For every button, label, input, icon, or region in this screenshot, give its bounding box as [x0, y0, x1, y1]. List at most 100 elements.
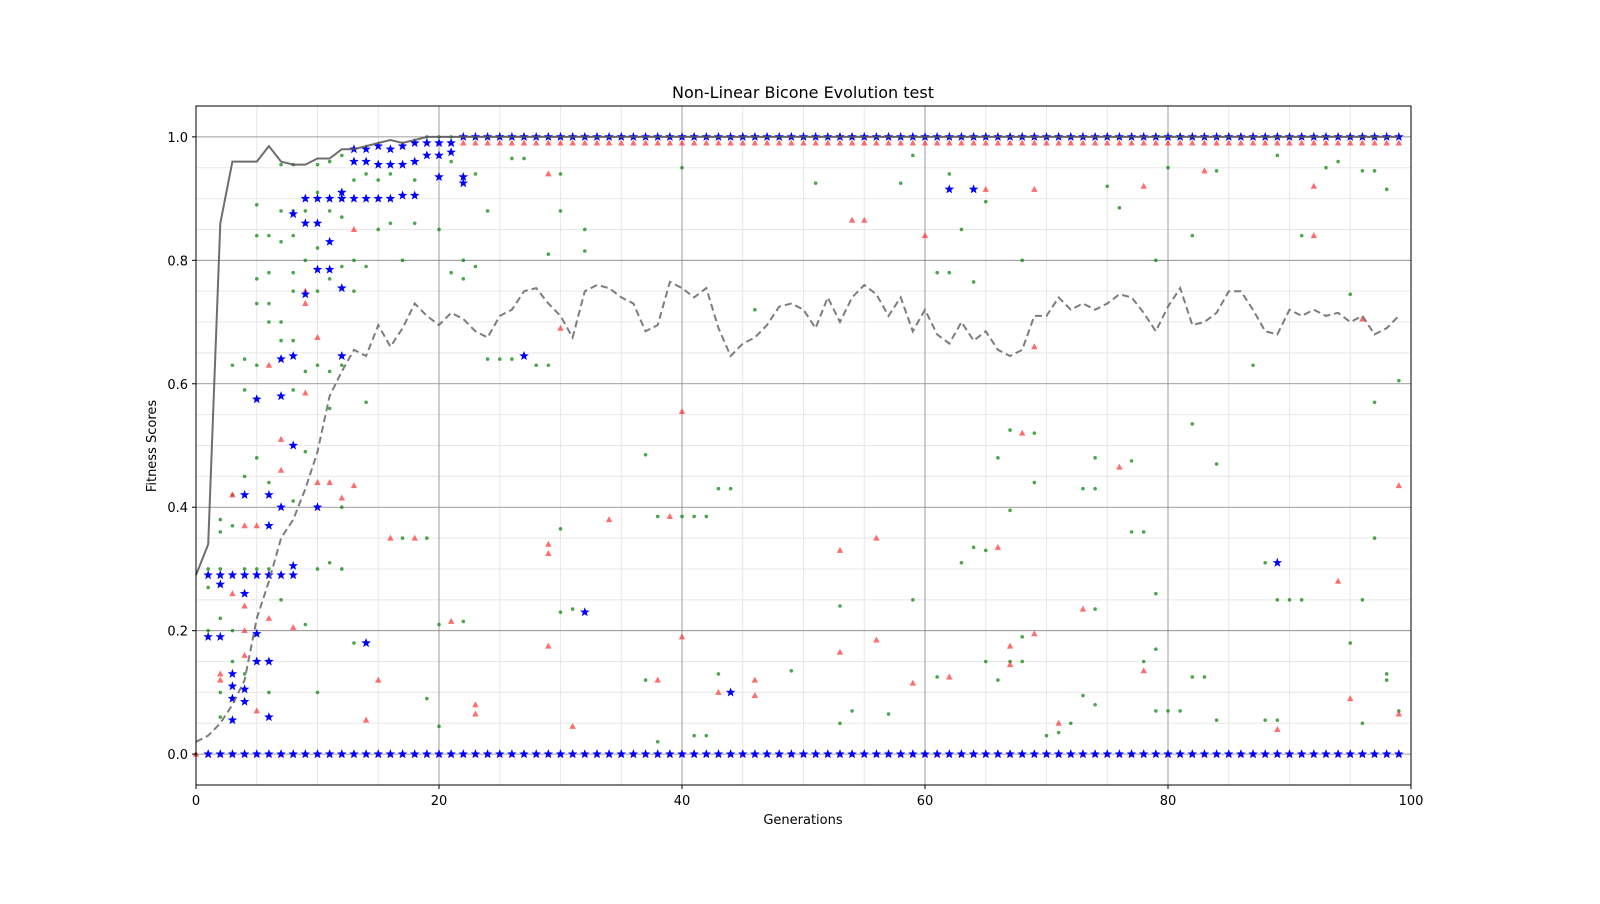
blue-star-point — [361, 156, 371, 166]
green-dot-point — [716, 486, 721, 491]
blue-star-point — [300, 749, 311, 759]
red-triangle-point — [678, 633, 686, 640]
blue-star-point — [1248, 749, 1258, 759]
green-dot-point — [364, 264, 368, 269]
blue-star-point — [713, 749, 724, 759]
red-triangle-point — [788, 139, 795, 146]
green-dot-point — [485, 209, 490, 213]
blue-star-point — [264, 656, 274, 666]
chart-title: Non-Linear Bicone Evolution test — [672, 83, 934, 102]
red-triangle-point — [982, 139, 989, 146]
y-tick-label: 0.2 — [167, 625, 188, 640]
green-dot-point — [254, 277, 259, 281]
red-triangle-point — [496, 139, 503, 146]
blue-star-point — [1333, 749, 1343, 759]
y-tick-label: 0.8 — [167, 254, 188, 269]
green-dot-point — [242, 357, 247, 361]
green-dot-point — [546, 252, 551, 256]
red-triangle-point — [1067, 139, 1074, 146]
green-dot-point — [1251, 363, 1255, 368]
blue-star-point — [215, 570, 226, 580]
red-triangle-point — [545, 139, 552, 146]
green-dot-point — [497, 357, 502, 361]
blue-star-point — [604, 749, 614, 759]
green-dot-point — [886, 712, 891, 716]
green-dot-point — [1008, 428, 1012, 432]
x-tick-label: 60 — [917, 794, 934, 809]
green-dot-point — [1166, 165, 1170, 170]
red-triangle-point — [1031, 343, 1038, 350]
blue-star-point — [956, 749, 967, 759]
green-dot-point — [546, 363, 551, 368]
blue-star-point — [616, 749, 626, 759]
red-triangle-point — [1371, 139, 1378, 146]
green-dot-point — [473, 264, 478, 269]
green-dot-point — [1154, 647, 1158, 651]
blue-star-point — [300, 218, 311, 228]
red-triangle-point — [1031, 139, 1038, 146]
green-dot-point — [1275, 153, 1280, 158]
blue-star-point — [1005, 749, 1015, 759]
green-dot-point — [510, 156, 514, 161]
green-dot-point — [473, 172, 478, 176]
blue-star-point — [252, 570, 262, 580]
blue-star-point — [288, 351, 298, 360]
green-dot-point — [340, 363, 344, 368]
red-triangle-point — [958, 139, 965, 146]
green-dot-point — [1372, 400, 1377, 405]
green-dot-point — [425, 536, 429, 540]
blue-star-point — [312, 502, 323, 512]
red-triangle-point — [460, 139, 467, 146]
blue-star-point — [507, 749, 517, 759]
blue-star-point — [531, 749, 541, 759]
red-triangle-point — [1176, 139, 1184, 146]
axes-frame — [195, 105, 1412, 786]
blue-star-point — [993, 749, 1003, 759]
blue-star-point — [446, 749, 456, 759]
green-dot-point — [996, 678, 1000, 682]
green-dot-point — [680, 514, 684, 519]
red-triangle-point — [1334, 577, 1342, 584]
blue-star-point — [1284, 749, 1295, 759]
red-triangle-point — [715, 688, 722, 695]
green-dot-point — [1299, 598, 1304, 602]
red-triangle-point — [642, 139, 649, 146]
red-triangle-point — [1116, 463, 1123, 470]
red-triangle-point — [545, 540, 552, 547]
green-dot-point — [400, 536, 405, 540]
green-dot-point — [1299, 233, 1304, 238]
green-dot-point — [911, 153, 915, 158]
red-triangle-point — [581, 139, 588, 146]
green-dot-point — [485, 357, 490, 361]
mean-fitness-line — [195, 280, 1400, 743]
green-dot-point — [692, 733, 696, 738]
red-triangle-point — [1334, 139, 1342, 146]
blue-star-point — [640, 749, 651, 759]
blue-star-point — [580, 607, 590, 617]
blue-star-point — [920, 749, 930, 759]
red-triangle-point — [314, 479, 321, 486]
green-dot-point — [242, 567, 247, 571]
blue-star-point — [895, 749, 906, 759]
green-dot-point — [242, 388, 247, 392]
green-dot-point — [315, 363, 320, 368]
green-dot-point — [327, 369, 332, 374]
red-triangle-point — [1116, 139, 1123, 146]
blue-star-point — [543, 749, 554, 759]
blue-star-point — [689, 749, 699, 759]
blue-star-point — [1394, 131, 1404, 141]
green-dot-point — [1384, 678, 1389, 682]
red-triangle-point — [1359, 139, 1366, 146]
blue-star-point — [252, 656, 262, 666]
green-dot-point — [340, 215, 344, 219]
blue-star-point — [434, 172, 444, 181]
red-triangle-point — [277, 466, 285, 473]
blue-star-point — [1345, 749, 1355, 759]
blue-star-point — [1126, 749, 1137, 759]
green-dot-point — [327, 159, 332, 164]
blue-star-point — [786, 749, 797, 759]
blue-star-point — [470, 749, 481, 759]
green-dot-point — [1372, 536, 1377, 540]
green-dot-point — [813, 181, 818, 185]
